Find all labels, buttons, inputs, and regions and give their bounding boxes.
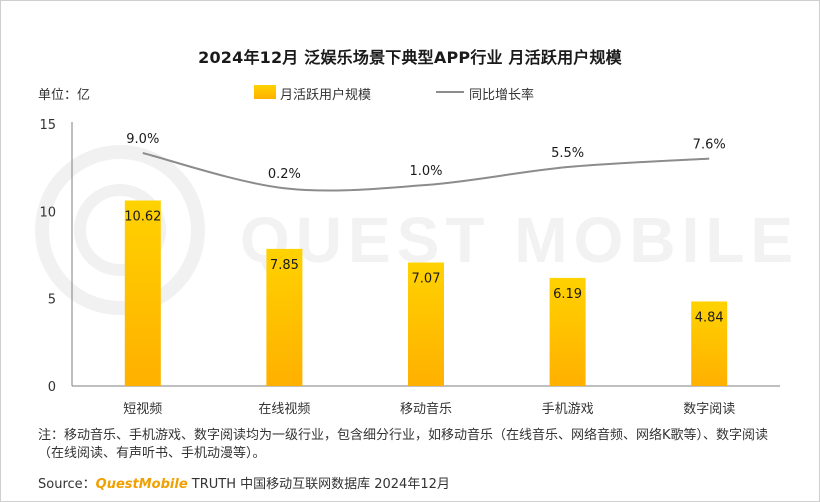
line-value-label: 9.0% xyxy=(126,132,159,147)
x-tick-label: 短视频 xyxy=(123,402,162,417)
bar-value-label: 10.62 xyxy=(124,210,161,225)
x-tick-label: 数字阅读 xyxy=(683,402,735,417)
unit-label: 单位：亿 xyxy=(38,88,91,103)
x-tick-label: 在线视频 xyxy=(258,402,310,417)
y-tick-label: 15 xyxy=(39,118,56,133)
legend-line-label: 同比增长率 xyxy=(469,88,535,103)
bar-value-label: 7.85 xyxy=(270,258,299,273)
legend-line-swatch xyxy=(436,91,464,93)
line-value-label: 0.2% xyxy=(268,167,301,182)
bar-value-label: 4.84 xyxy=(695,310,724,325)
line-value-label: 1.0% xyxy=(409,164,442,179)
chart-title: 2024年12月 泛娱乐场景下典型APP行业 月活跃用户规模 xyxy=(198,48,622,67)
footnote: 注：移动音乐、手机游戏、数字阅读均为一级行业，包含细分行业，如移动音乐（在线音乐… xyxy=(38,428,769,461)
source-suffix: TRUTH 中国移动互联网数据库 2024年12月 xyxy=(187,477,450,492)
y-tick-label: 0 xyxy=(48,380,56,395)
watermark: QUEST MOBILE xyxy=(35,145,799,315)
source-brand: QuestMobile xyxy=(95,477,188,492)
bar xyxy=(266,248,303,386)
bar-series xyxy=(124,200,728,386)
y-tick-label: 10 xyxy=(39,205,56,220)
growth-line xyxy=(142,152,710,192)
bar-value-label: 6.19 xyxy=(553,287,582,302)
x-tick-label: 手机游戏 xyxy=(542,402,594,417)
bar xyxy=(124,200,161,386)
bar xyxy=(691,301,728,386)
legend-bar-label: 月活跃用户规模 xyxy=(280,88,372,103)
line-series xyxy=(142,152,710,192)
legend-bar-swatch xyxy=(254,85,276,99)
source-prefix: Source： xyxy=(38,477,96,492)
bar xyxy=(408,262,444,386)
bar xyxy=(549,277,586,386)
watermark-text: QUEST MOBILE xyxy=(240,204,799,276)
y-tick-label: 5 xyxy=(48,293,56,308)
data-labels: 10.62 7.85 7.07 6.19 4.84 9.0% 0.2% 1.0% 5.5% 7.6… xyxy=(124,132,726,325)
x-tick-label: 移动音乐 xyxy=(400,401,452,417)
bar-value-label: 7.07 xyxy=(412,272,441,287)
source-line: Source：QuestMobile TRUTH 中国移动互联网数据库 2024… xyxy=(38,473,450,492)
watermark-logo xyxy=(35,145,205,315)
line-value-label: 7.6% xyxy=(693,138,726,153)
x-axis-labels: 短视频 在线视频 移动音乐 手机游戏 数字阅读 xyxy=(123,401,735,417)
line-value-label: 5.5% xyxy=(551,146,584,161)
